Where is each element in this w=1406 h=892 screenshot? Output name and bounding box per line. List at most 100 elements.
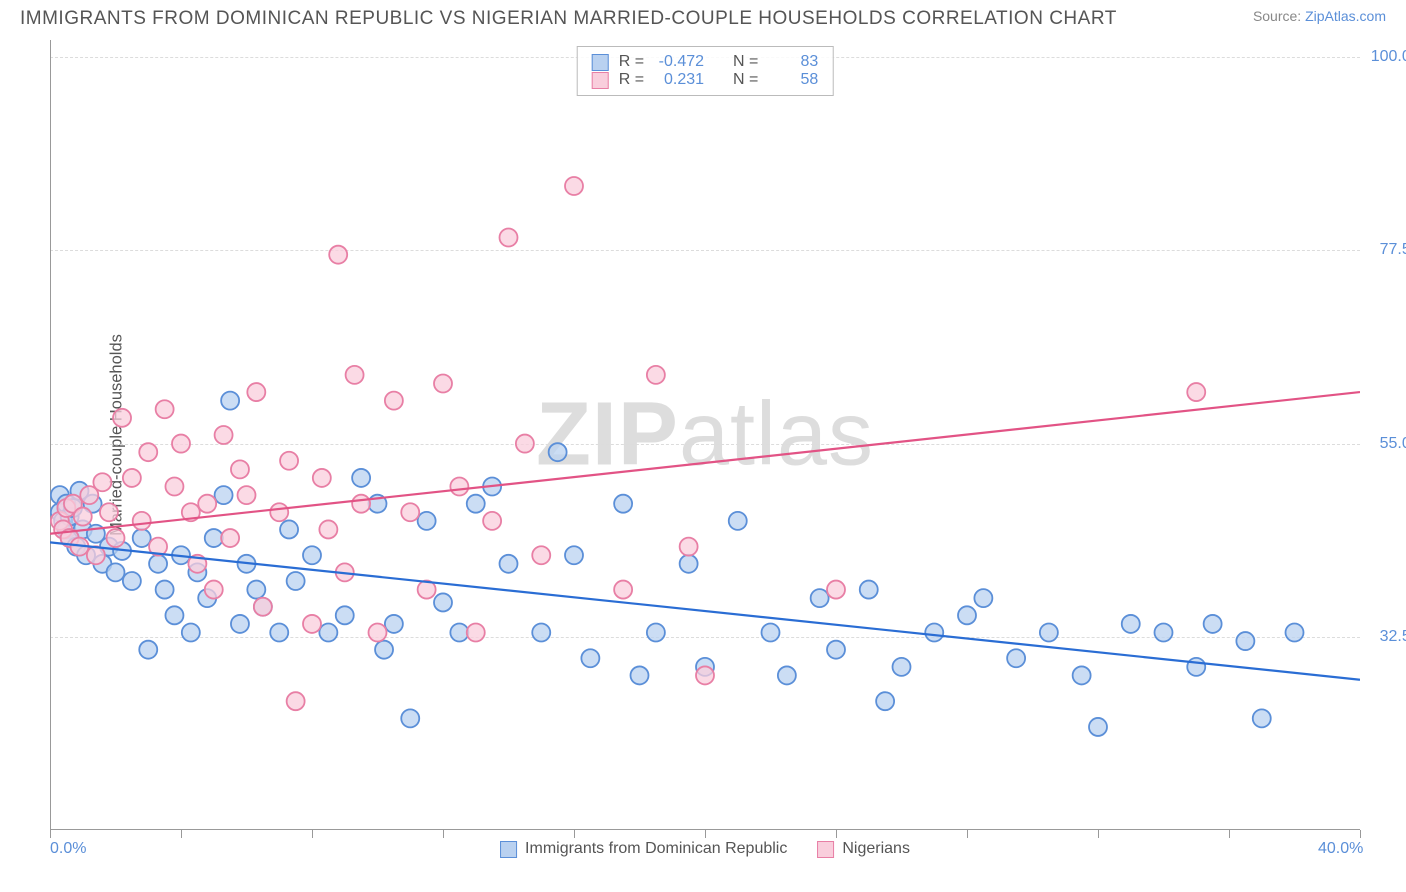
x-tick	[50, 830, 51, 838]
y-tick-label: 55.0%	[1365, 435, 1406, 453]
scatter-point	[133, 512, 151, 530]
scatter-point	[1187, 383, 1205, 401]
scatter-point	[319, 520, 337, 538]
y-tick-label: 32.5%	[1365, 628, 1406, 646]
scatter-point	[61, 529, 79, 547]
source-attribution: Source: ZipAtlas.com	[1253, 8, 1386, 24]
series-swatch	[592, 72, 609, 89]
scatter-point	[313, 469, 331, 487]
x-tick	[181, 830, 182, 838]
scatter-point	[925, 624, 943, 642]
x-tick	[967, 830, 968, 838]
scatter-point	[696, 658, 714, 676]
scatter-point	[680, 555, 698, 573]
scatter-point	[139, 443, 157, 461]
scatter-point	[139, 641, 157, 659]
scatter-point	[165, 478, 183, 496]
n-label: N =	[733, 53, 758, 71]
scatter-point	[614, 495, 632, 513]
scatter-point	[631, 666, 649, 684]
scatter-point	[287, 572, 305, 590]
x-tick	[1098, 830, 1099, 838]
scatter-point	[57, 520, 75, 538]
y-axis-line	[50, 40, 51, 830]
scatter-point	[450, 624, 468, 642]
scatter-point	[231, 460, 249, 478]
scatter-point	[74, 508, 92, 526]
scatter-point	[500, 229, 518, 247]
scatter-point	[67, 538, 85, 556]
scatter-point	[270, 624, 288, 642]
scatter-point	[70, 538, 88, 556]
series-swatch	[592, 54, 609, 71]
scatter-point	[1253, 709, 1271, 727]
x-tick	[312, 830, 313, 838]
gridline	[50, 444, 1360, 445]
scatter-point	[647, 624, 665, 642]
scatter-point	[532, 546, 550, 564]
scatter-point	[280, 520, 298, 538]
scatter-point	[418, 581, 436, 599]
x-tick	[1360, 830, 1361, 838]
scatter-point	[680, 538, 698, 556]
scatter-point	[549, 443, 567, 461]
legend-item: Immigrants from Dominican Republic	[500, 840, 787, 858]
scatter-point	[87, 525, 105, 543]
scatter-point	[188, 555, 206, 573]
stats-row: R =-0.472 N =83	[592, 53, 819, 71]
scatter-point	[238, 486, 256, 504]
gridline	[50, 637, 1360, 638]
scatter-point	[762, 624, 780, 642]
scatter-point	[581, 649, 599, 667]
scatter-point	[336, 606, 354, 624]
scatter-point	[57, 495, 75, 513]
scatter-point	[614, 581, 632, 599]
gridline	[50, 250, 1360, 251]
scatter-point	[113, 542, 131, 560]
chart-title: IMMIGRANTS FROM DOMINICAN REPUBLIC VS NI…	[20, 8, 1117, 30]
scatter-point	[1204, 615, 1222, 633]
scatter-point	[729, 512, 747, 530]
series-legend: Immigrants from Dominican RepublicNigeri…	[500, 840, 910, 858]
source-link[interactable]: ZipAtlas.com	[1305, 8, 1386, 24]
y-tick-label: 100.0%	[1365, 48, 1406, 66]
r-value: -0.472	[654, 53, 704, 71]
scatter-point	[434, 374, 452, 392]
scatter-point	[172, 546, 190, 564]
scatter-point	[1286, 624, 1304, 642]
scatter-point	[57, 499, 75, 517]
regression-line	[50, 392, 1360, 534]
scatter-point	[811, 589, 829, 607]
scatter-point	[198, 495, 216, 513]
scatter-point	[385, 392, 403, 410]
scatter-point	[64, 499, 82, 517]
scatter-point	[434, 593, 452, 611]
scatter-point	[215, 426, 233, 444]
scatter-point	[188, 563, 206, 581]
scatter-point	[54, 512, 72, 530]
stats-row: R =0.231 N =58	[592, 71, 819, 89]
x-tick	[574, 830, 575, 838]
y-tick-label: 77.5%	[1365, 241, 1406, 259]
scatter-point	[149, 555, 167, 573]
scatter-point	[500, 555, 518, 573]
x-tick	[836, 830, 837, 838]
scatter-point	[329, 246, 347, 264]
watermark: ZIPatlas	[536, 384, 874, 487]
scatter-point	[149, 538, 167, 556]
scatter-point	[1007, 649, 1025, 667]
scatter-point	[401, 709, 419, 727]
scatter-point	[352, 469, 370, 487]
scatter-point	[77, 546, 95, 564]
scatter-point	[205, 529, 223, 547]
r-value: 0.231	[654, 71, 704, 89]
scatter-point	[483, 478, 501, 496]
scatter-point	[74, 520, 92, 538]
scatter-point	[61, 508, 79, 526]
scatter-point	[827, 641, 845, 659]
scatter-point	[107, 563, 125, 581]
r-label: R =	[619, 53, 644, 71]
scatter-point	[64, 495, 82, 513]
scatter-point	[401, 503, 419, 521]
scatter-point	[100, 538, 118, 556]
